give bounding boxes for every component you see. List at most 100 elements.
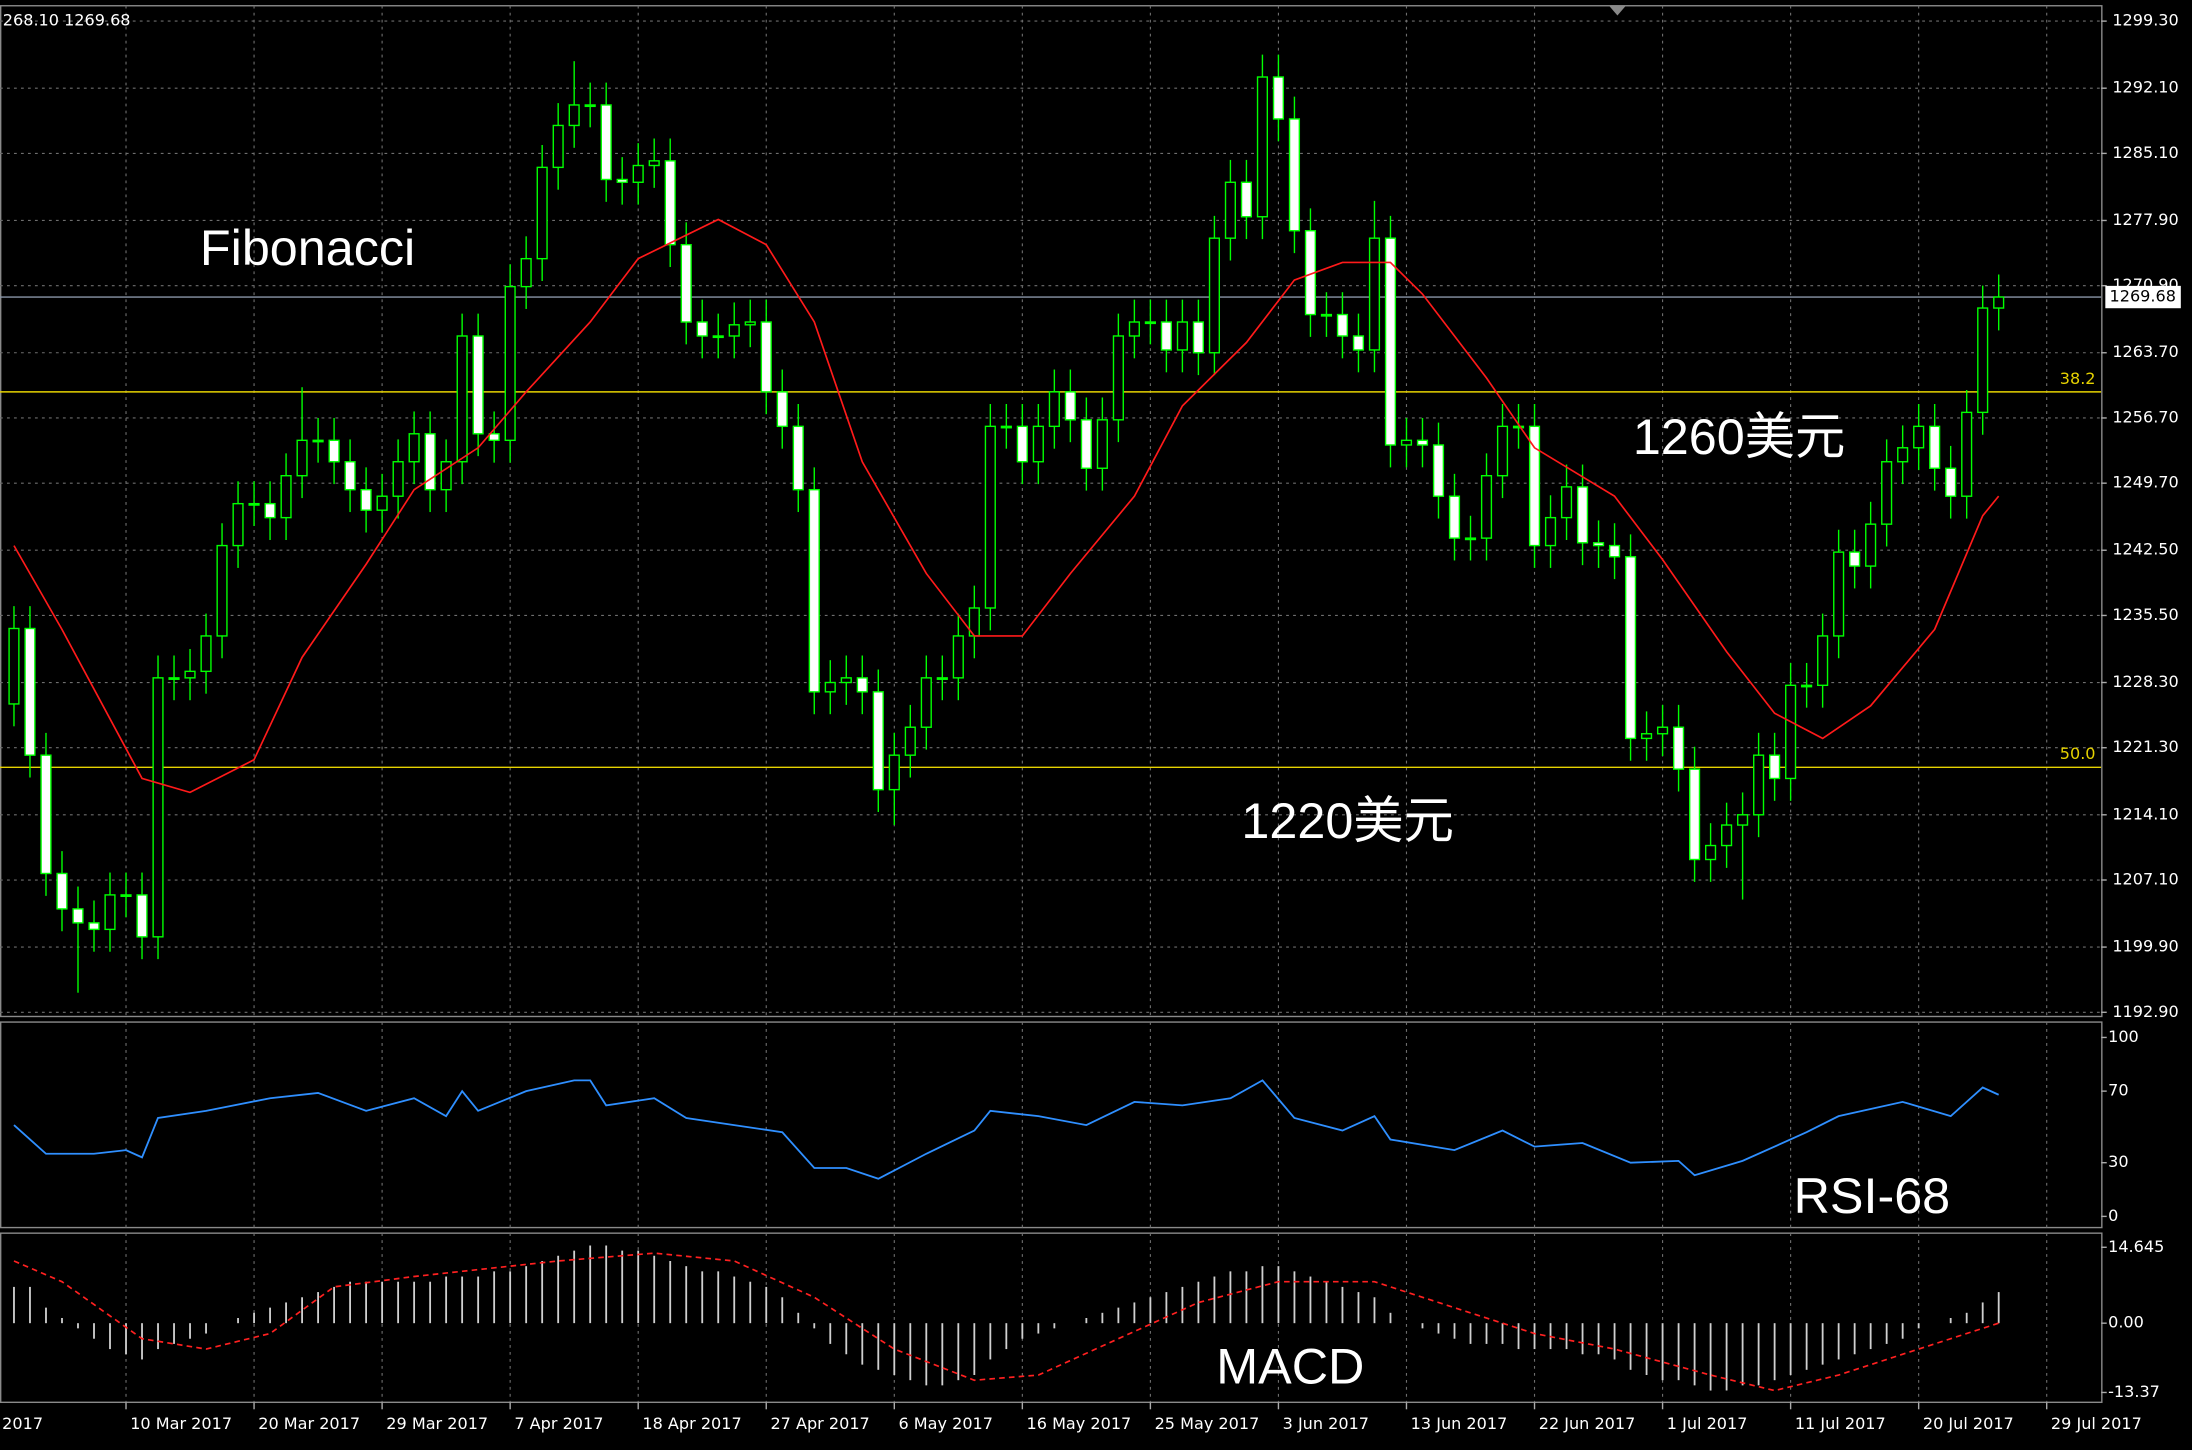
candle-body	[1913, 425, 1925, 449]
y-tick-label: 1235.50	[2112, 605, 2178, 624]
x-tick-label: 29 Jul 2017	[2051, 1414, 2142, 1433]
candle-body	[1144, 321, 1156, 325]
y-tick-label: 1285.10	[2112, 143, 2178, 162]
y-tick-label: 1228.30	[2112, 672, 2178, 691]
candle-body	[328, 439, 340, 463]
candle-body	[168, 677, 180, 680]
y-tick-label: 1199.90	[2112, 937, 2178, 956]
candle-body	[760, 321, 772, 393]
candle-body	[1128, 321, 1140, 337]
candle-body	[792, 425, 804, 491]
candle-body	[24, 627, 36, 756]
candle-body	[1016, 425, 1028, 463]
candle-body	[1785, 684, 1797, 780]
candle-body	[1560, 486, 1573, 519]
candle-body	[1801, 684, 1813, 688]
candle-body	[1833, 551, 1845, 637]
candle-body	[920, 677, 932, 728]
candle-body	[1176, 321, 1188, 351]
candle-body	[1496, 425, 1509, 477]
rsi-line	[13, 1079, 2000, 1180]
candle-body	[1192, 321, 1204, 354]
y-tick-label: 1277.90	[2112, 210, 2178, 229]
y-tick-label: -13.37	[2108, 1382, 2160, 1401]
annotation: 1220美元	[1241, 792, 1454, 849]
price-box-label: 1269.68	[2110, 287, 2176, 306]
candle-body	[712, 335, 724, 339]
candle-body	[1480, 475, 1493, 539]
candle-body	[936, 677, 948, 680]
candle-body	[88, 922, 100, 931]
candle-body	[1032, 425, 1044, 463]
candle-body	[1464, 537, 1477, 541]
candle-body	[472, 335, 484, 435]
panel-frame	[0, 1021, 2103, 1229]
x-tick-label: 13 Jun 2017	[1411, 1414, 1508, 1433]
candle-body	[1993, 296, 2005, 309]
x-tick-label: 10 Mar 2017	[130, 1414, 232, 1433]
x-tick-label: 29 Mar 2017	[386, 1414, 488, 1433]
candle-body	[1737, 814, 1749, 826]
fib-label: 38.2	[2060, 369, 2096, 388]
candle-body	[1865, 523, 1877, 567]
y-tick-label: 1299.30	[2112, 11, 2178, 30]
candle-body	[56, 872, 68, 910]
candle-body	[1961, 411, 1973, 497]
candle-body	[376, 495, 388, 511]
candle-body	[744, 321, 756, 326]
price-box	[2105, 285, 2181, 309]
candle-body	[440, 461, 452, 491]
y-tick-label: 1207.10	[2112, 870, 2178, 889]
candle-body	[1817, 635, 1829, 687]
x-tick-label: 16 May 2017	[1027, 1414, 1132, 1433]
candle-body	[216, 544, 228, 637]
x-tick-label: 18 Apr 2017	[642, 1414, 741, 1433]
candle-body	[1336, 313, 1349, 337]
annotation: RSI-68	[1794, 1167, 1951, 1224]
candle-body	[456, 335, 468, 463]
candle-body	[808, 488, 820, 693]
candle-body	[1080, 419, 1092, 469]
candle-body	[824, 681, 836, 693]
candle-body	[1000, 425, 1012, 429]
header: 268.10 1269.68	[3, 11, 131, 30]
candle-body	[520, 257, 532, 288]
candle-body	[568, 104, 580, 127]
y-tick-label: 100	[2108, 1027, 2139, 1046]
x-tick-label: 1 Jul 2017	[1667, 1414, 1748, 1433]
y-tick-label: 1292.10	[2112, 78, 2178, 97]
candle-body	[72, 908, 84, 924]
candle-body	[1272, 76, 1285, 120]
candle-body	[1448, 495, 1461, 539]
macd-signal	[13, 1252, 1999, 1392]
candle-body	[1384, 237, 1397, 446]
y-tick-label: 1256.70	[2112, 407, 2178, 426]
x-tick-label: 7 Apr 2017	[514, 1414, 603, 1433]
x-tick-label: 11 Jul 2017	[1795, 1414, 1886, 1433]
candle-body	[1753, 754, 1765, 816]
candle-body	[1096, 419, 1108, 469]
x-tick-label: 6 May 2017	[898, 1414, 993, 1433]
candle-body	[664, 160, 676, 246]
candle-body	[1208, 237, 1221, 354]
y-tick-label: 1249.70	[2112, 473, 2178, 492]
candle-body	[296, 439, 308, 477]
candle-body	[1368, 237, 1381, 351]
x-tick-label: 25 May 2017	[1155, 1414, 1260, 1433]
candle-body	[1048, 391, 1060, 428]
candle-body	[1897, 447, 1909, 463]
candle-body	[648, 160, 660, 167]
candle-body	[248, 502, 260, 506]
candle-body	[8, 627, 20, 705]
candle-body	[632, 164, 644, 183]
annotation: MACD	[1216, 1337, 1364, 1394]
candle-body	[360, 488, 372, 511]
candle-body	[1769, 754, 1781, 780]
candle-body	[872, 691, 884, 791]
candle-body	[1881, 461, 1893, 525]
y-tick-label: 14.645	[2108, 1237, 2164, 1256]
candle-body	[1256, 76, 1269, 218]
